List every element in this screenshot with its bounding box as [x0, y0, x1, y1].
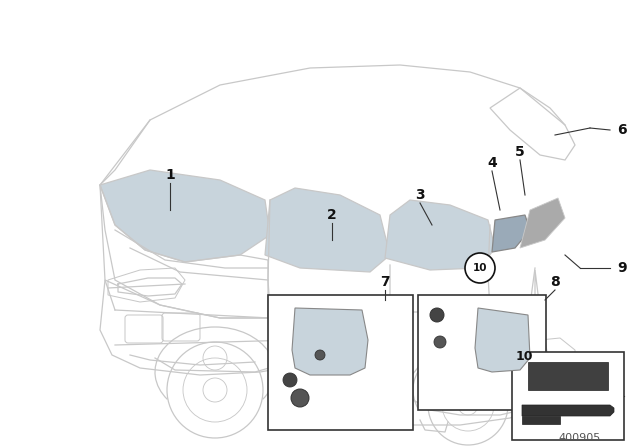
Text: 2: 2 — [327, 208, 337, 222]
Circle shape — [283, 373, 297, 387]
Text: 7: 7 — [380, 275, 390, 289]
Text: 5: 5 — [515, 145, 525, 159]
Text: 9: 9 — [617, 261, 627, 275]
Circle shape — [465, 253, 495, 283]
Polygon shape — [520, 198, 565, 248]
Text: 3: 3 — [415, 188, 425, 202]
Polygon shape — [292, 308, 368, 375]
Polygon shape — [265, 188, 390, 272]
Circle shape — [291, 389, 309, 407]
Polygon shape — [522, 416, 560, 424]
Bar — [418, 295, 546, 410]
Circle shape — [434, 336, 446, 348]
Text: 10: 10 — [473, 263, 487, 273]
Polygon shape — [522, 405, 614, 416]
Circle shape — [315, 350, 325, 360]
Polygon shape — [492, 215, 530, 252]
Circle shape — [430, 308, 444, 322]
Text: 400905: 400905 — [559, 433, 601, 443]
Polygon shape — [100, 170, 270, 262]
Bar — [268, 295, 413, 430]
Bar — [528, 362, 608, 390]
Text: 10: 10 — [515, 349, 532, 362]
Bar — [512, 352, 624, 440]
Text: 8: 8 — [550, 275, 560, 289]
Text: 4: 4 — [487, 156, 497, 170]
Polygon shape — [385, 200, 495, 270]
Polygon shape — [475, 308, 530, 372]
Text: 6: 6 — [617, 123, 627, 137]
Text: 1: 1 — [165, 168, 175, 182]
